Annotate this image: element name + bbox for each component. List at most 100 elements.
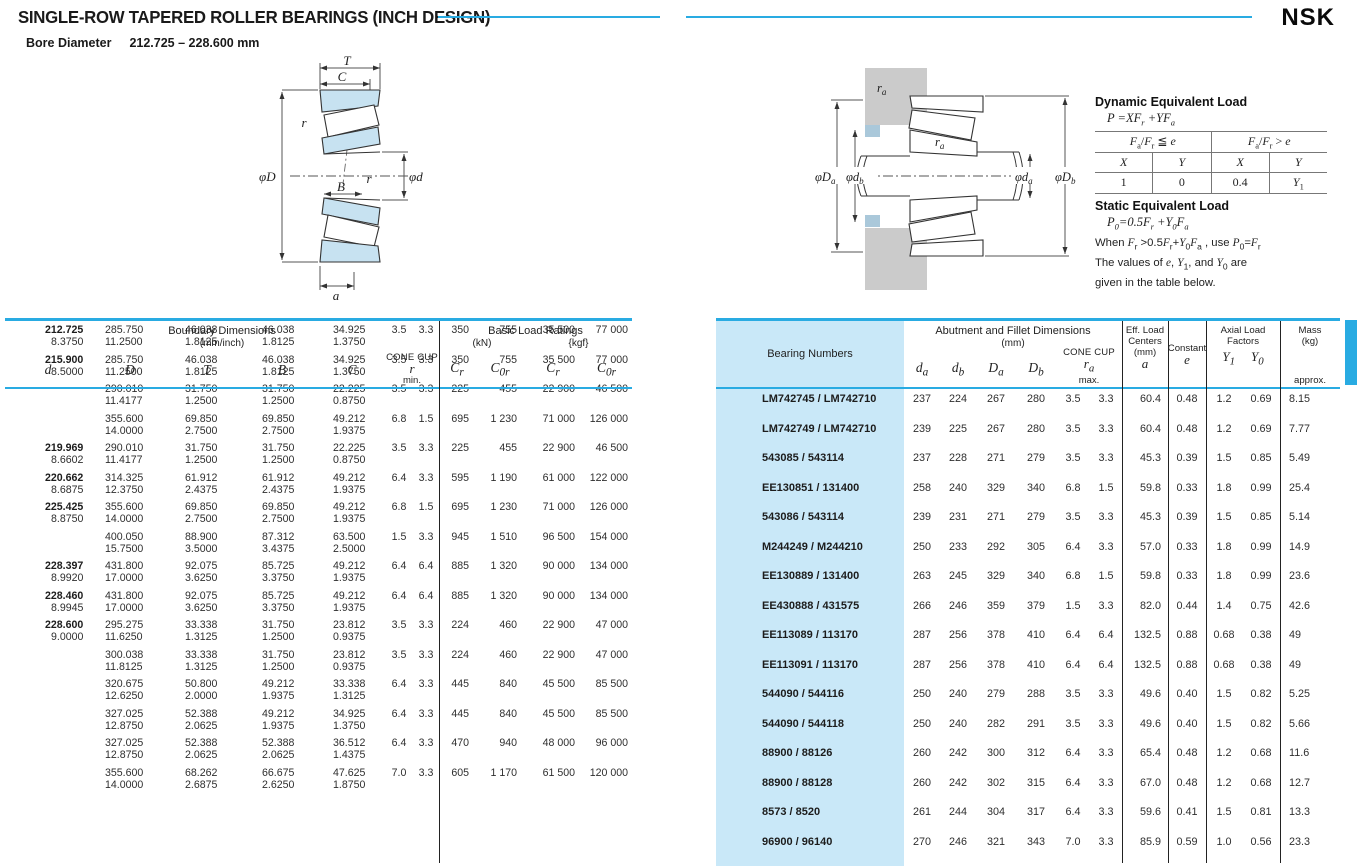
cell-d xyxy=(5,767,91,794)
cell-Da: 302 xyxy=(986,776,1005,789)
cell-a: 57.0 xyxy=(1139,540,1161,553)
cell-Db: 305 xyxy=(1026,540,1045,553)
cell-D: 327.025 12.8750 xyxy=(105,707,144,732)
cell-D: 285.750 11.2500 xyxy=(105,324,144,348)
cell-C: 47.625 1.8750 xyxy=(333,766,366,791)
cell-d xyxy=(5,413,91,440)
accent-rule-right xyxy=(686,16,1252,18)
boundary-dimensions-table: Boundary Dimensions (mm/inch) Basic Load… xyxy=(5,318,632,863)
cell-c0r-kn: 1 320 xyxy=(490,589,517,602)
col-header-C0r-kn: C0r xyxy=(490,360,510,379)
cell-c0r-kgf: 85 500 xyxy=(595,678,628,690)
cell-y0: 0.99 xyxy=(1250,481,1272,494)
right-table-header: Bearing Numbers Abutment and Fillet Dime… xyxy=(716,321,1340,389)
load-factor-header-row: X Y X Y xyxy=(1095,152,1327,173)
bearing-row: 88900 / 88128 260 242 302 315 6.4 3.3 67… xyxy=(716,773,1340,803)
cell-T: 46.038 1.8125 xyxy=(185,353,218,378)
cell-mass: 23.3 xyxy=(1289,835,1311,848)
boundary-dimensions-row: 225.425 8.8750 355.600 14.0000 69.850 2.750… xyxy=(5,498,632,528)
cell-D: 290.010 11.4177 xyxy=(105,442,144,466)
cell-ra-cone: 1.5 xyxy=(1065,599,1081,612)
cell-r-cone: 6.8 xyxy=(391,412,407,425)
cell-ra-cup: 3.3 xyxy=(1098,688,1114,700)
cell-r-cup: 3.3 xyxy=(418,383,434,395)
dynamic-load-title: Dynamic Equivalent Load xyxy=(1095,95,1248,109)
dynamic-load-formula: P =XFr +YFa xyxy=(1107,111,1175,128)
cell-B: 61.912 2.4375 xyxy=(262,471,295,496)
cell-c0r-kn: 755 xyxy=(499,324,517,336)
cell-Da: 271 xyxy=(986,452,1005,464)
col-Y2: Y xyxy=(1268,152,1327,172)
cell-e: 0.39 xyxy=(1176,452,1198,464)
cell-D: 327.025 12.8750 xyxy=(105,737,144,761)
cell-mass: 23.6 xyxy=(1289,570,1311,582)
cell-cr-kn: 470 xyxy=(451,737,469,749)
cell-bearing-number: M244249 / M244210 xyxy=(762,540,863,553)
page-edge-tab xyxy=(1345,320,1357,385)
cell-c0r-kn: 1 230 xyxy=(490,501,517,513)
cell-C: 22.225 0.8750 xyxy=(333,442,366,466)
cell-Db: 279 xyxy=(1026,511,1045,523)
cell-y1: 1.2 xyxy=(1216,393,1232,405)
cell-c0r-kn: 1 170 xyxy=(490,766,517,779)
dim-label-C: C xyxy=(338,69,347,84)
cell-bearing-number: 96900 / 96140 xyxy=(762,835,833,848)
cell-bearing-number: EE113089 / 113170 xyxy=(762,629,859,641)
cell-y1: 1.5 xyxy=(1216,806,1232,818)
cell-B: 69.850 2.7500 xyxy=(262,412,295,437)
col-header-D: D xyxy=(125,361,135,377)
cell-cr-kn: 445 xyxy=(451,678,469,690)
cell-ra-cone: 3.5 xyxy=(1065,688,1081,700)
cell-y1: 1.5 xyxy=(1216,688,1232,700)
dim-label-phiD: φD xyxy=(259,169,276,184)
cell-db: 240 xyxy=(948,481,967,494)
cell-d: 228.397 8.9920 xyxy=(45,560,84,584)
cell-ra-cup: 3.3 xyxy=(1098,717,1114,730)
col-header-C: C xyxy=(347,361,357,377)
cell-C: 23.812 0.9375 xyxy=(333,619,366,643)
cell-da: 239 xyxy=(912,422,931,435)
cell-Db: 410 xyxy=(1026,629,1045,641)
cell-T: 46.038 1.8125 xyxy=(185,324,218,348)
cell-da: 260 xyxy=(912,747,931,759)
cell-db: 231 xyxy=(948,511,967,523)
cell-Db: 317 xyxy=(1026,806,1045,818)
cell-c0r-kgf: 77 000 xyxy=(595,324,628,336)
bearing-row: 544090 / 544116 250 240 279 288 3.5 3.3 … xyxy=(716,684,1340,714)
cell-Db: 312 xyxy=(1026,747,1045,759)
cell-c0r-kgf: 47 000 xyxy=(595,648,628,661)
cell-r-cup: 3.3 xyxy=(418,766,434,779)
cell-T: 33.338 1.3125 xyxy=(185,619,218,643)
bearing-row: EE130851 / 131400 258 240 329 340 6.8 1.… xyxy=(716,478,1340,508)
bearing-row: LM742745 / LM742710 237 224 267 280 3.5 … xyxy=(716,389,1340,419)
cone-cup-r-header: CONE CUP r min. xyxy=(386,352,438,386)
static-load-note-2: The values of e, Y1, and Y0 are xyxy=(1095,257,1248,272)
cell-B: 85.725 3.3750 xyxy=(262,560,295,584)
cell-ra-cone: 3.5 xyxy=(1065,717,1081,730)
cell-cr-kgf: 71 000 xyxy=(542,412,575,425)
page-title: SINGLE-ROW TAPERED ROLLER BEARINGS (INCH… xyxy=(18,7,491,27)
bearing-row: LM742749 / LM742710 239 225 267 280 3.5 … xyxy=(716,419,1340,449)
cell-r-cone: 6.4 xyxy=(391,737,407,749)
col-header-d: d xyxy=(44,361,52,377)
cell-r-cone: 3.5 xyxy=(391,648,407,661)
right-table-divider-2 xyxy=(1168,321,1169,863)
cell-d: 228.600 9.0000 xyxy=(45,619,84,643)
cell-ra-cone: 3.5 xyxy=(1065,452,1081,464)
cell-y0: 0.69 xyxy=(1250,422,1272,435)
cell-Da: 304 xyxy=(986,806,1005,818)
cell-c0r-kn: 455 xyxy=(499,442,517,454)
col-Y1: Y xyxy=(1152,152,1210,172)
cell-ra-cone: 6.4 xyxy=(1065,540,1081,553)
cell-db: 224 xyxy=(948,393,967,405)
cell-d: 219.969 8.6602 xyxy=(45,442,84,466)
static-load-formula: P0=0.5Fr +Y0Fa xyxy=(1107,215,1189,232)
boundary-dimensions-row: 400.050 15.7500 88.900 3.5000 87.312 3.4375… xyxy=(5,528,632,558)
left-table-body: 212.725 8.3750 285.750 11.2500 46.038 1.812… xyxy=(5,321,632,793)
cell-da: 250 xyxy=(912,540,931,553)
abutment-group-label: Abutment and Fillet Dimensions xyxy=(935,325,1091,337)
right-table-divider-1 xyxy=(1122,321,1123,863)
cell-Db: 280 xyxy=(1026,422,1045,435)
cell-ra-cup: 3.3 xyxy=(1098,776,1114,789)
cell-cr-kn: 350 xyxy=(451,324,469,336)
